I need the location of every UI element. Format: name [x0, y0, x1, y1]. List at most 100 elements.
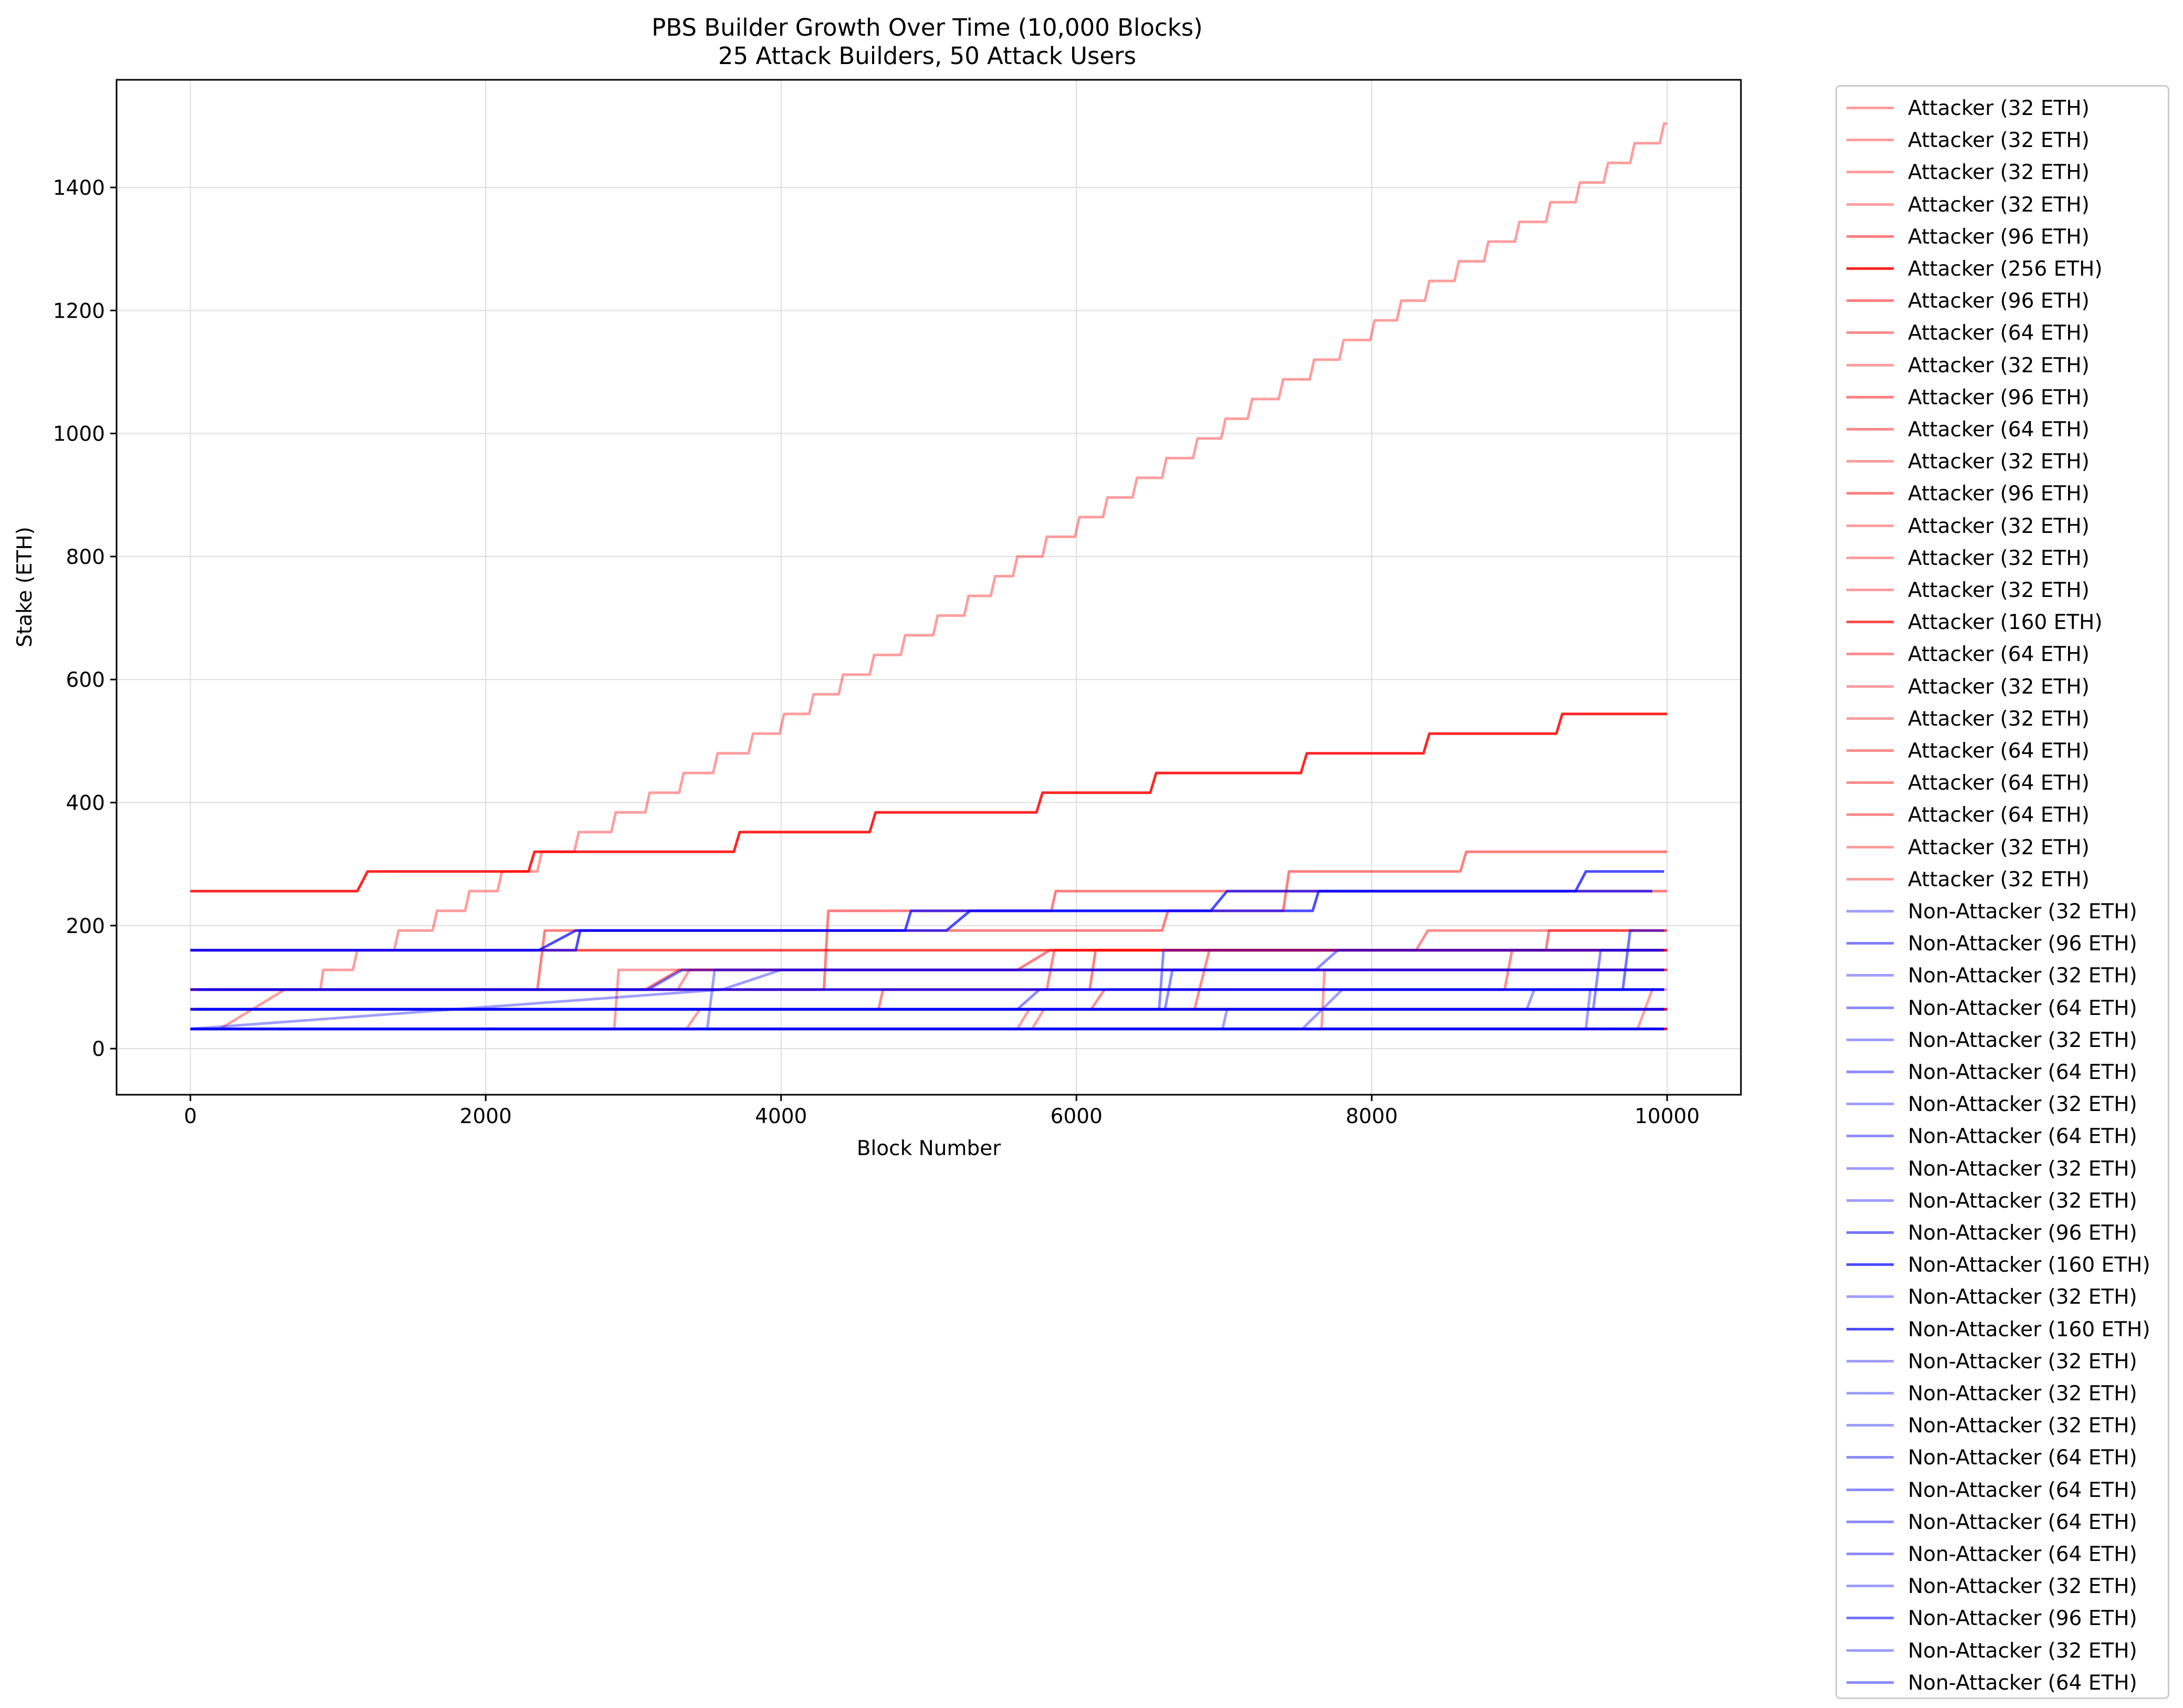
legend-label: Non-Attacker (64 ETH)	[1908, 996, 2137, 1020]
series-line-11	[190, 1008, 1667, 1031]
legend-label: Non-Attacker (32 ETH)	[1908, 1093, 2137, 1117]
legend-swatch	[1846, 1649, 1894, 1652]
legend-label: Attacker (256 ETH)	[1908, 257, 2103, 281]
legend-label: Non-Attacker (64 ETH)	[1908, 1478, 2137, 1502]
legend-item: Attacker (32 ETH)	[1837, 575, 2168, 607]
legend-item: Non-Attacker (64 ETH)	[1837, 1442, 2168, 1474]
series-line-18	[190, 1008, 1667, 1031]
legend-swatch	[1846, 1617, 1894, 1620]
legend-swatch	[1846, 1456, 1894, 1459]
legend-item: Non-Attacker (96 ETH)	[1837, 928, 2168, 960]
legend-label: Non-Attacker (32 ETH)	[1908, 1028, 2137, 1052]
legend-swatch	[1846, 203, 1894, 206]
legend-swatch	[1846, 974, 1894, 977]
legend-item: Non-Attacker (64 ETH)	[1837, 1668, 2168, 1700]
legend-item: Attacker (64 ETH)	[1837, 736, 2168, 768]
legend-label: Attacker (32 ETH)	[1908, 546, 2090, 570]
legend-swatch	[1846, 589, 1894, 591]
legend-item: Non-Attacker (32 ETH)	[1837, 1025, 2168, 1057]
legend-swatch	[1846, 1359, 1894, 1363]
series-line-12	[190, 929, 1667, 991]
legend-swatch	[1846, 1135, 1894, 1138]
x-axis-label: Block Number	[857, 1137, 1002, 1160]
legend-label: Attacker (160 ETH)	[1908, 611, 2103, 635]
legend-swatch	[1846, 1038, 1894, 1041]
legend-label: Attacker (32 ETH)	[1908, 579, 2090, 602]
legend-item: Non-Attacker (96 ETH)	[1837, 1603, 2168, 1635]
series-line-13	[190, 1008, 1667, 1031]
series-line-8	[190, 968, 1667, 1031]
legend-item: Non-Attacker (32 ETH)	[1837, 1282, 2168, 1314]
legend-label: Attacker (32 ETH)	[1908, 193, 2090, 217]
chart-title: PBS Builder Growth Over Time (10,000 Blo…	[652, 14, 1203, 41]
legend-label: Non-Attacker (64 ETH)	[1908, 1543, 2137, 1566]
series-line-0	[219, 122, 1667, 1030]
legend-label: Non-Attacker (64 ETH)	[1908, 1671, 2137, 1695]
legend-label: Non-Attacker (160 ETH)	[1908, 1253, 2150, 1277]
legend-label: Non-Attacker (64 ETH)	[1908, 1061, 2137, 1084]
legend-label: Attacker (32 ETH)	[1908, 675, 2090, 699]
legend-swatch	[1846, 331, 1894, 334]
legend-label: Non-Attacker (32 ETH)	[1908, 1189, 2137, 1213]
legend-item: Attacker (96 ETH)	[1837, 478, 2168, 510]
legend-item: Attacker (64 ETH)	[1837, 768, 2168, 800]
series-line-33	[190, 968, 1664, 1031]
legend-item: Attacker (64 ETH)	[1837, 414, 2168, 446]
legend-item: Attacker (32 ETH)	[1837, 672, 2168, 704]
legend-swatch	[1846, 845, 1894, 848]
y-tick-label: 1200	[53, 299, 105, 323]
series-line-2	[197, 968, 1667, 991]
legend-label: Non-Attacker (32 ETH)	[1908, 964, 2137, 988]
series-line-9	[190, 889, 1667, 991]
legend-swatch	[1846, 717, 1894, 720]
legend-item: Non-Attacker (32 ETH)	[1837, 1571, 2168, 1603]
legend-label: Attacker (64 ETH)	[1908, 803, 2090, 827]
legend-item: Non-Attacker (160 ETH)	[1837, 1250, 2168, 1282]
series-lines	[190, 122, 1667, 1031]
legend-label: Non-Attacker (32 ETH)	[1908, 1349, 2137, 1374]
legend-label: Attacker (96 ETH)	[1908, 385, 2090, 410]
legend-label: Attacker (64 ETH)	[1908, 739, 2090, 763]
legend-item: Non-Attacker (32 ETH)	[1837, 1089, 2168, 1121]
legend-swatch	[1846, 653, 1894, 656]
legend-swatch	[1846, 1392, 1894, 1395]
legend-item: Attacker (96 ETH)	[1837, 222, 2168, 254]
legend-swatch	[1846, 813, 1894, 816]
series-line-28	[190, 988, 1664, 1011]
series-line-32	[190, 949, 1660, 1011]
legend-item: Non-Attacker (32 ETH)	[1837, 1410, 2168, 1442]
legend-item: Non-Attacker (64 ETH)	[1837, 1121, 2168, 1153]
legend-label: Attacker (64 ETH)	[1908, 418, 2090, 442]
x-tick-label: 8000	[1346, 1105, 1398, 1128]
legend-swatch	[1846, 910, 1894, 913]
legend-item: Attacker (32 ETH)	[1837, 157, 2168, 189]
x-tick-label: 10000	[1634, 1105, 1699, 1128]
legend-label: Attacker (96 ETH)	[1908, 482, 2090, 506]
legend-item: Attacker (32 ETH)	[1837, 93, 2168, 125]
legend: Attacker (32 ETH) Attacker (32 ETH) Attack…	[1835, 85, 2169, 1699]
legend-label: Non-Attacker (160 ETH)	[1908, 1317, 2150, 1342]
legend-swatch	[1846, 1006, 1894, 1009]
legend-item: Non-Attacker (64 ETH)	[1837, 993, 2168, 1025]
legend-label: Attacker (32 ETH)	[1908, 161, 2090, 185]
legend-swatch	[1846, 1103, 1894, 1106]
grid-lines	[117, 80, 1741, 1095]
y-tick-label: 0	[92, 1038, 105, 1061]
series-line-15	[190, 968, 1667, 1031]
legend-swatch	[1846, 428, 1894, 431]
series-line-45	[195, 949, 1664, 1011]
legend-item: Non-Attacker (96 ETH)	[1837, 1218, 2168, 1250]
legend-swatch	[1846, 524, 1894, 527]
legend-swatch	[1846, 1071, 1894, 1073]
legend-swatch	[1846, 1199, 1894, 1202]
legend-label: Attacker (32 ETH)	[1908, 514, 2090, 538]
axis-ticks: 0 2000 4000 6000 8000 10000 0 200 400 600 800 1000 1…	[53, 176, 1700, 1128]
plot-frame	[116, 79, 1742, 1096]
legend-item: Non-Attacker (64 ETH)	[1837, 1475, 2168, 1507]
series-line-21	[190, 949, 1667, 1011]
legend-label: Attacker (32 ETH)	[1908, 835, 2090, 860]
legend-swatch	[1846, 749, 1894, 752]
x-tick-label: 0	[184, 1105, 197, 1128]
series-line-30	[190, 949, 1664, 1011]
